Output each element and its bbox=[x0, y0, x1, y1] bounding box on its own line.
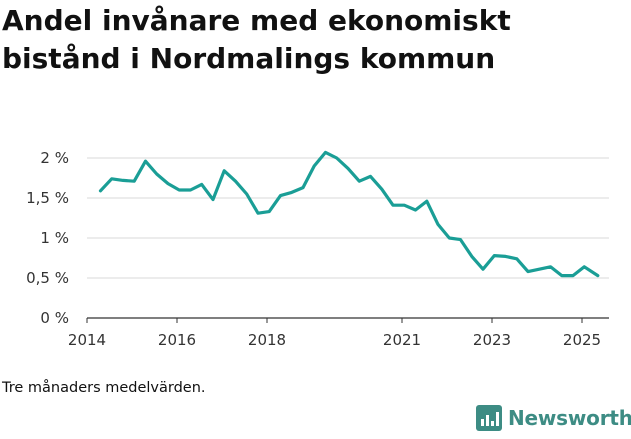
footnote: Tre månaders medelvärden. bbox=[2, 380, 206, 396]
brand: Newsworthy bbox=[476, 405, 631, 431]
x-tick-label: 2025 bbox=[563, 331, 601, 349]
y-tick-label: 0 % bbox=[40, 309, 69, 327]
line-chart: 0 % 0,5 % 1 % 1,5 % 2 % 2014 2016 2018 2021 2023 2… bbox=[26, 149, 609, 349]
series-layer bbox=[98, 150, 600, 278]
x-tick-label: 2014 bbox=[68, 331, 106, 349]
series-line bbox=[98, 150, 600, 278]
y-tick-label: 0,5 % bbox=[26, 269, 69, 287]
x-tick-label: 2016 bbox=[158, 331, 196, 349]
axes: 0 % 0,5 % 1 % 1,5 % 2 % 2014 2016 2018 2021 2023 2… bbox=[26, 149, 601, 349]
y-tick-label: 1 % bbox=[40, 229, 69, 247]
x-tick-label: 2018 bbox=[248, 331, 286, 349]
newsworthy-logo-icon bbox=[476, 405, 502, 431]
y-tick-label: 1,5 % bbox=[26, 189, 69, 207]
gridlines bbox=[87, 157, 609, 319]
chart-title: Andel invånare med ekonomiskt bistånd i … bbox=[2, 4, 511, 75]
y-tick-label: 2 % bbox=[40, 149, 69, 167]
x-tick-label: 2023 bbox=[473, 331, 511, 349]
brand-name: Newsworthy bbox=[508, 406, 631, 430]
x-tick-label: 2021 bbox=[383, 331, 421, 349]
